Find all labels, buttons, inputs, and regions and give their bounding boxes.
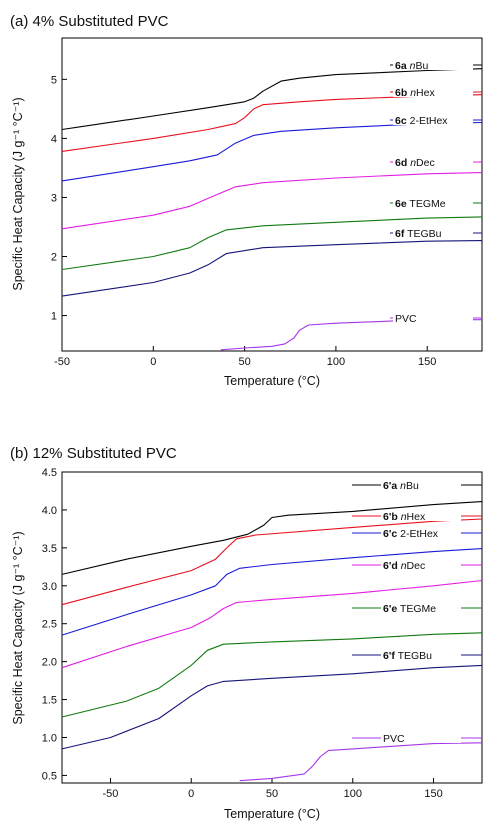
legend-label-bg xyxy=(393,59,473,70)
y-tick-label: 0.5 xyxy=(42,770,57,782)
panel-b-y-ticks: 0.5 1.0 1.5 2.0 2.5 3.0 3.5 4.0 4.5 xyxy=(42,467,67,782)
series-line-0 xyxy=(61,68,483,131)
y-tick-label: 2.5 xyxy=(42,619,57,631)
panel-b-x-ticks: -50 0 50 100 150 xyxy=(103,778,443,800)
panel-a-x-axis-label: Temperature (°C) xyxy=(224,374,320,388)
legend-label-4: 6'e TEGMe xyxy=(383,603,436,615)
series-line-6 xyxy=(239,742,483,782)
x-tick-label: 0 xyxy=(188,788,194,800)
y-tick-label: 2.0 xyxy=(42,657,57,669)
y-tick-label: 4.5 xyxy=(42,467,57,479)
legend-label-bg xyxy=(381,602,461,613)
y-tick-label: 5 xyxy=(51,74,57,86)
legend-label-0: 6a nBu xyxy=(395,60,428,72)
series-line-0 xyxy=(61,501,483,575)
series-line-1 xyxy=(61,94,483,152)
y-tick-label: 1.0 xyxy=(42,732,57,744)
legend-label-5: 6f TEGBu xyxy=(395,228,442,240)
panel-b-x-axis-label: Temperature (°C) xyxy=(224,807,320,821)
panel-b-title: (b) 12% Substituted PVC xyxy=(10,445,177,462)
y-tick-label: 3.5 xyxy=(42,543,57,555)
x-tick-label: 150 xyxy=(424,788,442,800)
series-line-4 xyxy=(61,632,483,718)
x-tick-label: 150 xyxy=(418,356,436,368)
panel-b-y-axis-label: Specific Heat Capacity (J g⁻¹ °C⁻¹) xyxy=(11,531,25,724)
series-line-4 xyxy=(61,216,483,271)
legend-label-bg xyxy=(381,559,461,570)
legend-label-3: 6d nDec xyxy=(395,157,435,169)
y-tick-label: 4.0 xyxy=(42,505,57,517)
legend-label-bg xyxy=(393,197,473,208)
series-line-3 xyxy=(61,579,483,669)
series-line-2 xyxy=(61,548,483,636)
legend-label-6: PVC xyxy=(395,313,417,325)
panel-a-title: (a) 4% Substituted PVC xyxy=(10,13,169,30)
legend-label-bg xyxy=(381,510,461,521)
panel-b-chart: (b) 12% Substituted PVC -50 0 50 100 150 0.5… xyxy=(10,445,483,821)
legend-label-0: 6'a nBu xyxy=(383,480,419,492)
series-line-3 xyxy=(61,172,483,230)
x-tick-label: 100 xyxy=(327,356,345,368)
series-line-2 xyxy=(61,121,483,182)
panel-b-legend: 6'a nBu 6'b nHex 6'c 2-EtHex 6'd nDec 6'e TE… xyxy=(352,479,482,745)
y-tick-label: 1 xyxy=(51,311,57,323)
x-tick-label: -50 xyxy=(103,788,119,800)
legend-label-4: 6e TEGMe xyxy=(395,198,446,210)
legend-label-3: 6'd nDec xyxy=(383,560,425,572)
panel-a-y-ticks: 1 2 3 4 5 xyxy=(51,74,67,323)
legend-label-bg xyxy=(381,732,461,743)
y-tick-label: 1.5 xyxy=(42,695,57,707)
series-line-5 xyxy=(61,664,483,750)
legend-label-bg xyxy=(381,479,461,490)
series-line-6 xyxy=(220,319,482,351)
series-line-1 xyxy=(61,518,483,606)
x-tick-label: -50 xyxy=(54,356,70,368)
x-tick-label: 0 xyxy=(150,356,156,368)
panel-a-y-axis-label: Specific Heat Capacity (J g⁻¹ °C⁻¹) xyxy=(11,97,25,290)
panel-a-legend: 6a nBu 6b nHex 6c 2-EtHex 6d nDec 6e TEGMe 6f… xyxy=(390,59,482,325)
x-tick-label: 50 xyxy=(266,788,278,800)
y-tick-label: 2 xyxy=(51,252,57,264)
legend-label-bg xyxy=(393,114,473,125)
legend-label-bg xyxy=(393,86,473,97)
x-tick-label: 50 xyxy=(238,356,250,368)
legend-label-1: 6b nHex xyxy=(395,87,435,99)
legend-label-bg xyxy=(393,227,473,238)
panel-a-plot-frame xyxy=(61,37,483,352)
x-tick-label: 100 xyxy=(344,788,362,800)
y-tick-label: 3 xyxy=(51,192,57,204)
legend-label-5: 6'f TEGBu xyxy=(383,650,432,662)
legend-label-2: 6c 2-EtHex xyxy=(395,115,448,127)
panel-a-series-lines xyxy=(61,68,483,351)
legend-label-bg xyxy=(381,649,461,660)
legend-label-2: 6'c 2-EtHex xyxy=(383,528,439,540)
legend-label-1: 6'b nHex xyxy=(383,511,426,523)
y-tick-label: 3.0 xyxy=(42,581,57,593)
y-tick-label: 4 xyxy=(51,133,57,145)
panel-b-series-lines xyxy=(61,501,483,782)
series-line-5 xyxy=(61,240,483,297)
legend-label-bg xyxy=(393,312,473,323)
panel-a-x-ticks: -50 0 50 100 150 xyxy=(54,346,436,368)
legend-label-6: PVC xyxy=(383,733,405,745)
panel-a-chart: (a) 4% Substituted PVC -50 0 50 100 150 1 2 3 4… xyxy=(10,13,483,388)
legend-label-bg xyxy=(381,527,461,538)
legend-label-bg xyxy=(393,156,473,167)
